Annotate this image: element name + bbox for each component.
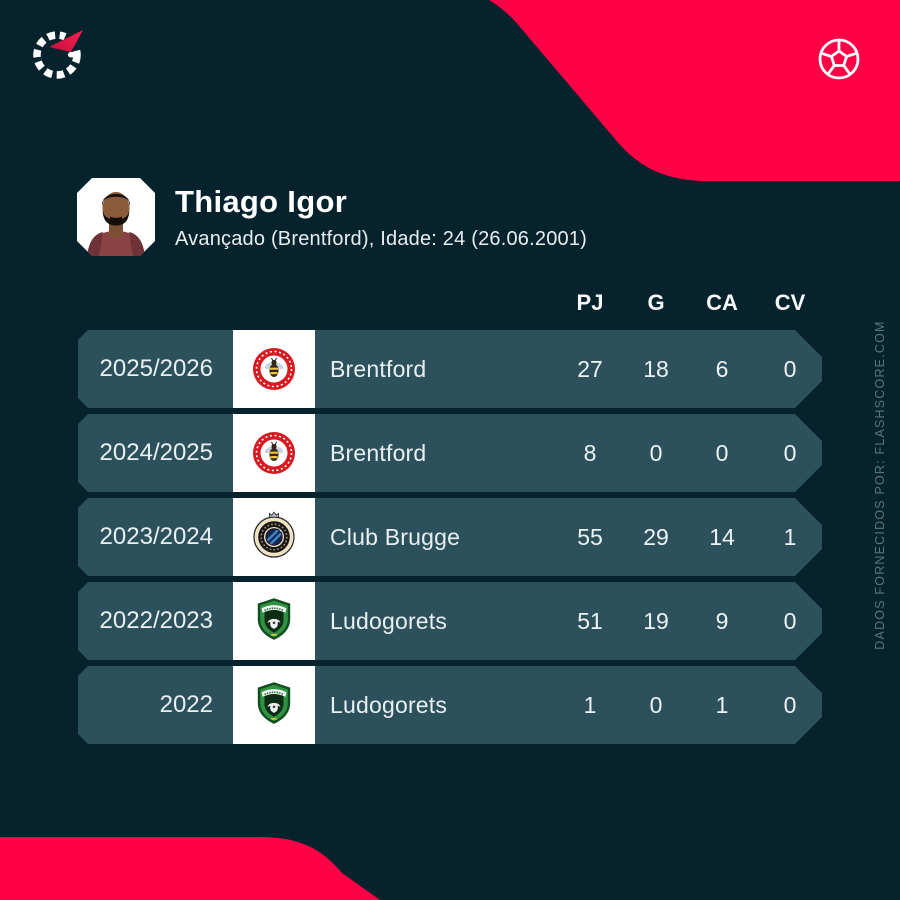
club-crest-cell <box>233 582 315 660</box>
stat-pj: 27 <box>577 356 603 382</box>
stat-g: 29 <box>643 524 669 550</box>
ludogorets-crest-icon <box>246 677 302 733</box>
stat-g: 19 <box>643 608 669 634</box>
soccer-ball-icon <box>818 38 860 80</box>
stat-ca: 0 <box>715 440 729 466</box>
player-details: Avançado (Brentford), Idade: 24 (26.06.2… <box>175 228 588 250</box>
player-photo <box>77 178 155 256</box>
table-row: 2023/2024 Club Brugge 55 <box>78 498 822 576</box>
club-name: Ludogorets <box>330 608 448 634</box>
stat-cv: 1 <box>783 524 797 550</box>
season-label: 2025/2026 <box>99 355 213 382</box>
stat-ca: 6 <box>715 356 729 382</box>
column-header-cv: CV <box>774 290 806 315</box>
club-crest-cell <box>233 414 315 492</box>
season-label: 2024/2025 <box>99 439 213 466</box>
stat-g: 0 <box>649 692 663 718</box>
table-row: 2024/2025 Brentford 8 0 0 0 <box>78 414 822 492</box>
brentford-crest-icon <box>246 341 302 397</box>
player-portrait <box>77 178 155 256</box>
club-name: Ludogorets <box>330 692 448 718</box>
stat-ca: 9 <box>715 608 729 634</box>
flashscore-logo-icon <box>33 30 88 79</box>
stat-cv: 0 <box>783 440 797 466</box>
stat-ca: 14 <box>709 524 735 550</box>
data-provider-watermark: DADOS FORNECIDOS POR: FLASHSCORE.COM <box>873 320 887 650</box>
club-name: Brentford <box>330 356 427 382</box>
table-column-headers: PJ G CA CV <box>0 290 900 316</box>
season-label: 2022/2023 <box>99 607 213 634</box>
stat-pj: 51 <box>577 608 603 634</box>
bottom-accent-shape <box>0 837 380 900</box>
stat-g: 0 <box>649 440 663 466</box>
club-brugge-crest-icon <box>246 509 302 565</box>
stat-pj: 55 <box>577 524 603 550</box>
season-label: 2022 <box>159 691 213 718</box>
club-crest-cell <box>233 498 315 576</box>
club-name: Club Brugge <box>330 524 461 550</box>
stat-pj: 8 <box>583 440 597 466</box>
stat-cv: 0 <box>783 692 797 718</box>
table-row: 2022/2023 Ludogorets 51 19 9 0 <box>78 582 822 660</box>
column-header-pj: PJ <box>576 290 604 315</box>
ludogorets-crest-icon <box>246 593 302 649</box>
table-row: 2025/2026 Brentford 27 18 6 <box>78 330 822 408</box>
top-accent-shape <box>489 0 900 181</box>
table-row: 2022 Ludogorets 1 0 1 0 <box>78 666 822 744</box>
season-label: 2023/2024 <box>99 523 213 550</box>
stat-ca: 1 <box>715 692 729 718</box>
seasons-table: 2025/2026 Brentford 27 18 6 <box>78 330 822 750</box>
stat-cv: 0 <box>783 356 797 382</box>
stat-cv: 0 <box>783 608 797 634</box>
brentford-crest-icon <box>246 425 302 481</box>
column-header-g: G <box>647 290 665 315</box>
club-name: Brentford <box>330 440 427 466</box>
club-crest-cell <box>233 666 315 744</box>
club-crest-cell <box>233 330 315 408</box>
stat-pj: 1 <box>583 692 597 718</box>
stat-g: 18 <box>643 356 669 382</box>
column-header-ca: CA <box>706 290 738 315</box>
player-name: Thiago Igor <box>175 184 348 219</box>
